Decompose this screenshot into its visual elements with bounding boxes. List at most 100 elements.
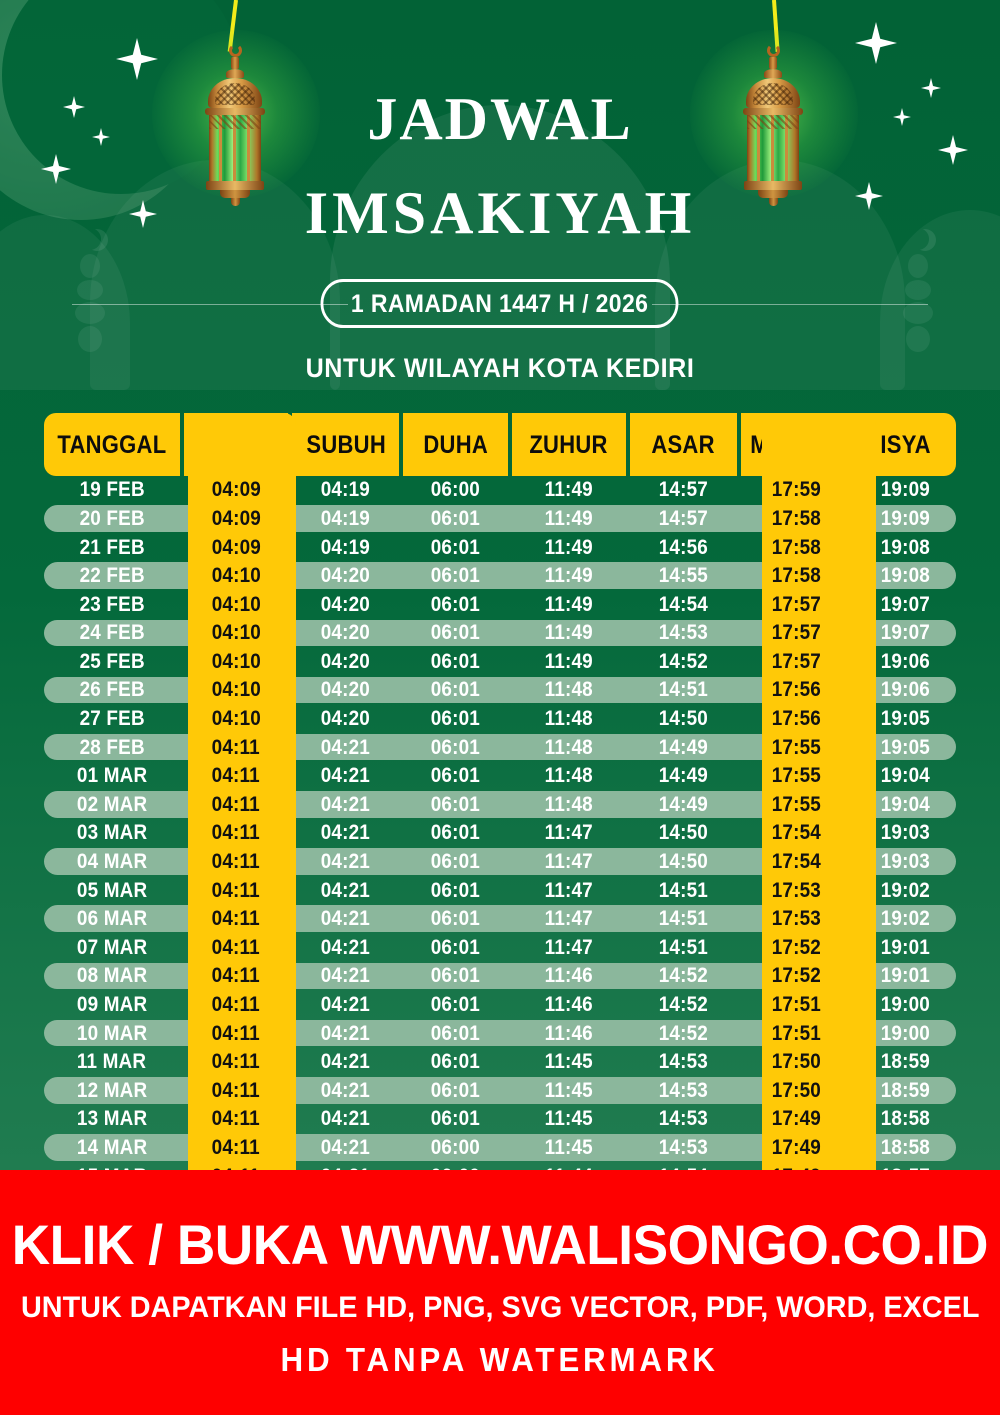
cell-asar: 14:49: [630, 737, 737, 758]
cell-value: 04:10: [211, 592, 261, 616]
cell-value: 18:59: [880, 1050, 931, 1074]
promo-url-line[interactable]: KLIK / BUKA WWW.WALISONGO.CO.ID: [11, 1213, 989, 1276]
cell-magrib: 17:55: [741, 765, 852, 786]
cell-value: 04:19: [321, 535, 371, 559]
column-header-asar: ASAR: [630, 412, 737, 476]
cell-duha: 06:01: [403, 708, 508, 729]
cell-zuhur: 11:49: [512, 479, 626, 500]
cell-imsak: 04:10: [184, 679, 289, 700]
cell-magrib: 17:58: [741, 565, 852, 586]
cell-value: 19:04: [880, 764, 931, 788]
cell-value: 11:45: [544, 1107, 593, 1131]
cell-value: 06:01: [430, 649, 480, 673]
cell-tanggal: 01 MAR: [44, 765, 180, 786]
cell-duha: 06:01: [403, 880, 508, 901]
cell-asar: 14:50: [630, 851, 737, 872]
table-body: 19 FEB 04:09 04:19 06:00 11:49 14:57 17:59 19:0…: [44, 476, 956, 1191]
cell-duha: 06:01: [403, 508, 508, 529]
promo-banner[interactable]: KLIK / BUKA WWW.WALISONGO.CO.ID UNTUK DA…: [0, 1170, 1000, 1415]
cell-imsak: 04:11: [184, 822, 289, 843]
cell-tanggal: 21 FEB: [44, 537, 180, 558]
cell-value: 14:53: [658, 621, 709, 645]
cell-value: 06:01: [430, 792, 480, 816]
cell-magrib: 17:56: [741, 679, 852, 700]
cell-value: 19:05: [880, 707, 931, 731]
cell-magrib: 17:50: [741, 1051, 852, 1072]
cell-isya: 19:08: [855, 537, 956, 558]
lantern-icon: [204, 44, 266, 206]
cell-subuh: 04:20: [292, 594, 399, 615]
cell-subuh: 04:21: [292, 1137, 399, 1158]
cell-asar: 14:53: [630, 1051, 737, 1072]
cell-subuh: 04:19: [292, 537, 399, 558]
table-row: 07 MAR 04:11 04:21 06:01 11:47 14:51 17:52 19:0…: [44, 933, 956, 962]
cell-value: 05 MAR: [76, 878, 148, 902]
cell-imsak: 04:11: [184, 965, 289, 986]
cell-asar: 14:50: [630, 708, 737, 729]
cell-duha: 06:01: [403, 1108, 508, 1129]
cell-value: 06:01: [430, 1050, 480, 1074]
cell-value: 14:57: [658, 478, 709, 502]
cell-value: 04:11: [211, 1050, 261, 1074]
cell-tanggal: 27 FEB: [44, 708, 180, 729]
cell-value: 19 FEB: [79, 478, 145, 502]
cell-zuhur: 11:49: [512, 565, 626, 586]
cell-tanggal: 23 FEB: [44, 594, 180, 615]
cell-subuh: 04:21: [292, 1051, 399, 1072]
cell-value: 06:01: [430, 907, 480, 931]
cell-value: 06:01: [430, 993, 480, 1017]
cell-isya: 19:00: [855, 994, 956, 1015]
cell-value: 04:21: [321, 764, 371, 788]
cell-value: 19:06: [880, 649, 931, 673]
cell-value: 04:10: [211, 621, 261, 645]
cell-value: 06:01: [430, 621, 480, 645]
date-badge-row: 1 RAMADAN 1447 H / 2026: [0, 279, 1000, 329]
cell-asar: 14:53: [630, 622, 737, 643]
cell-value: 14:51: [658, 935, 709, 959]
cell-value: 04:21: [321, 1078, 371, 1102]
cell-zuhur: 11:45: [512, 1051, 626, 1072]
cell-subuh: 04:21: [292, 908, 399, 929]
cell-imsak: 04:11: [184, 908, 289, 929]
cell-zuhur: 11:48: [512, 708, 626, 729]
cell-value: 06:01: [430, 764, 480, 788]
cell-imsak: 04:11: [184, 851, 289, 872]
cell-isya: 19:02: [855, 880, 956, 901]
cell-duha: 06:01: [403, 737, 508, 758]
cell-value: 08 MAR: [76, 964, 148, 988]
cell-value: 14 MAR: [76, 1135, 148, 1159]
column-header-subuh: SUBUH: [292, 412, 400, 476]
cell-value: 25 FEB: [79, 649, 145, 673]
cell-imsak: 04:11: [184, 1023, 289, 1044]
cell-value: 14:49: [658, 735, 709, 759]
cell-isya: 18:59: [855, 1051, 956, 1072]
cell-subuh: 04:21: [292, 994, 399, 1015]
cell-subuh: 04:20: [292, 565, 399, 586]
table-row: 28 FEB 04:11 04:21 06:01 11:48 14:49 17:55 19:0…: [44, 733, 956, 762]
cell-tanggal: 26 FEB: [44, 679, 180, 700]
cell-value: 06:01: [430, 592, 480, 616]
cell-subuh: 04:21: [292, 937, 399, 958]
cell-value: 11:49: [544, 506, 593, 530]
cell-value: 14:54: [658, 592, 709, 616]
cell-value: 04:11: [211, 907, 261, 931]
cell-value: 11:48: [544, 735, 593, 759]
cell-value: 06:00: [430, 1135, 480, 1159]
cell-value: 19:03: [880, 850, 931, 874]
cell-isya: 19:01: [855, 965, 956, 986]
cell-isya: 19:03: [855, 851, 956, 872]
cell-imsak: 04:11: [184, 994, 289, 1015]
cell-value: 13 MAR: [76, 1107, 148, 1131]
cell-imsak: 04:10: [184, 594, 289, 615]
cell-zuhur: 11:49: [512, 594, 626, 615]
promo-formats-line: UNTUK DAPATKAN FILE HD, PNG, SVG VECTOR,…: [20, 1291, 980, 1324]
cell-subuh: 04:21: [292, 737, 399, 758]
cell-value: 17:55: [771, 764, 821, 788]
cell-imsak: 04:10: [184, 651, 289, 672]
cell-asar: 14:49: [630, 765, 737, 786]
cell-value: 04:20: [321, 621, 371, 645]
cell-zuhur: 11:47: [512, 908, 626, 929]
cell-isya: 19:04: [855, 794, 956, 815]
cell-value: 11:48: [544, 678, 593, 702]
cell-imsak: 04:11: [184, 737, 289, 758]
